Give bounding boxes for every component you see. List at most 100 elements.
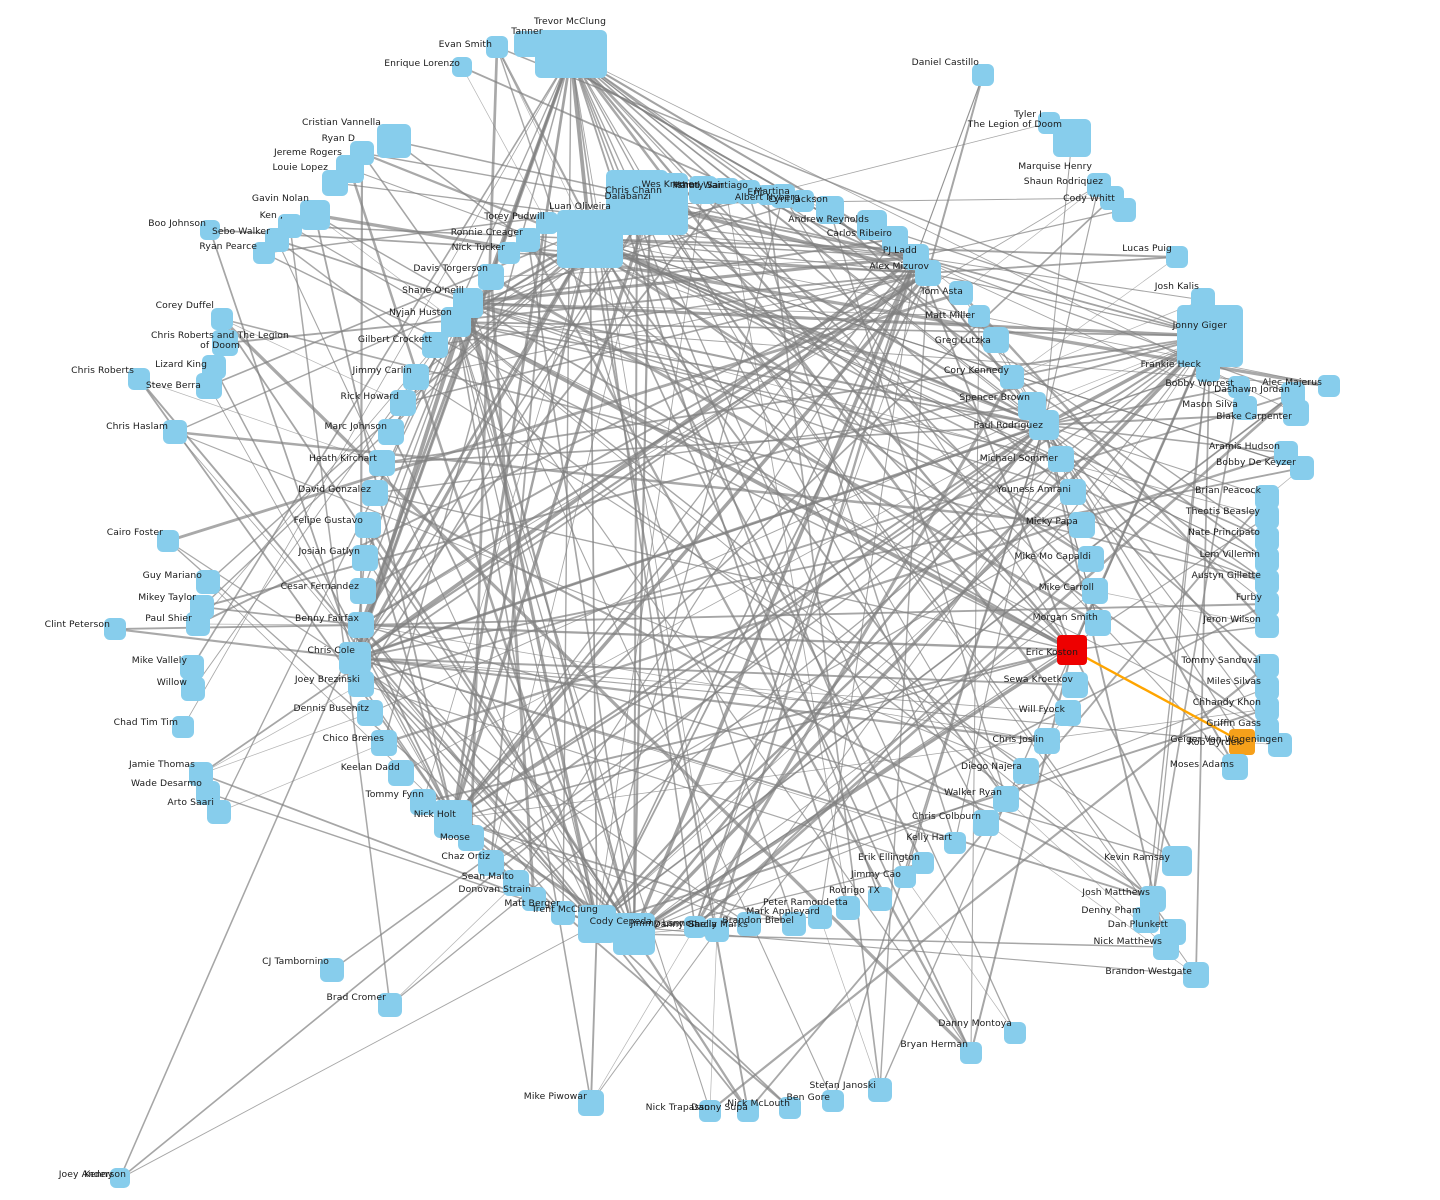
graph-node[interactable] — [1078, 546, 1104, 572]
graph-node[interactable] — [816, 196, 844, 224]
graph-node[interactable] — [253, 242, 275, 264]
graph-node[interactable] — [1255, 570, 1279, 594]
graph-node[interactable] — [613, 913, 655, 955]
graph-node[interactable] — [684, 916, 706, 938]
graph-node[interactable] — [1162, 846, 1192, 876]
graph-node[interactable] — [949, 281, 973, 305]
graph-node[interactable] — [960, 1042, 982, 1064]
graph-node[interactable] — [1255, 654, 1279, 678]
graph-node[interactable] — [1177, 305, 1243, 367]
graph-node[interactable] — [348, 671, 374, 697]
graph-node[interactable] — [522, 887, 546, 911]
graph-node[interactable] — [1228, 376, 1250, 398]
graph-node[interactable] — [1255, 676, 1279, 700]
graph-node[interactable] — [894, 866, 916, 888]
graph-node[interactable] — [339, 642, 371, 674]
graph-node[interactable] — [1060, 479, 1086, 505]
graph-node[interactable] — [112, 1169, 130, 1187]
graph-node[interactable] — [352, 545, 378, 571]
graph-node[interactable] — [377, 124, 411, 158]
graph-node[interactable] — [410, 789, 436, 815]
graph-node[interactable] — [1069, 512, 1095, 538]
graph-node[interactable] — [1055, 700, 1081, 726]
graph-node[interactable] — [1057, 635, 1087, 665]
graph-node[interactable] — [536, 212, 558, 234]
graph-node[interactable] — [516, 228, 540, 252]
graph-node[interactable] — [172, 716, 194, 738]
graph-node[interactable] — [1290, 456, 1314, 480]
graph-node[interactable] — [300, 200, 330, 230]
graph-node[interactable] — [157, 530, 179, 552]
graph-node[interactable] — [478, 264, 504, 290]
graph-node[interactable] — [1133, 907, 1159, 933]
graph-node[interactable] — [689, 176, 717, 204]
graph-node[interactable] — [104, 618, 126, 640]
graph-node[interactable] — [486, 36, 508, 58]
graph-node[interactable] — [736, 180, 760, 204]
graph-node[interactable] — [441, 307, 471, 337]
graph-node[interactable] — [737, 1100, 759, 1122]
graph-node[interactable] — [320, 958, 344, 982]
graph-node[interactable] — [1062, 672, 1088, 698]
graph-node[interactable] — [1048, 446, 1074, 472]
graph-node[interactable] — [1255, 614, 1279, 638]
graph-node[interactable] — [868, 1078, 892, 1102]
graph-node[interactable] — [1255, 592, 1279, 616]
graph-node[interactable] — [713, 178, 739, 204]
graph-node[interactable] — [972, 64, 994, 86]
graph-node[interactable] — [1034, 728, 1060, 754]
graph-node[interactable] — [983, 327, 1009, 353]
graph-node[interactable] — [348, 612, 374, 638]
graph-node[interactable] — [478, 850, 504, 876]
graph-node[interactable] — [968, 305, 990, 327]
graph-node[interactable] — [1018, 392, 1046, 420]
graph-node[interactable] — [836, 896, 860, 920]
graph-node[interactable] — [1082, 578, 1108, 604]
graph-node[interactable] — [1268, 733, 1292, 757]
graph-node[interactable] — [1004, 1022, 1026, 1044]
graph-node[interactable] — [362, 480, 388, 506]
graph-node[interactable] — [868, 887, 892, 911]
graph-node[interactable] — [1085, 610, 1111, 636]
graph-node[interactable] — [1255, 697, 1279, 721]
graph-node[interactable] — [180, 655, 204, 679]
graph-node[interactable] — [200, 220, 220, 240]
graph-node[interactable] — [355, 512, 381, 538]
graph-node[interactable] — [357, 700, 383, 726]
graph-node[interactable] — [1233, 396, 1257, 420]
graph-node[interactable] — [1255, 505, 1279, 529]
graph-node[interactable] — [782, 912, 806, 936]
graph-node[interactable] — [535, 30, 607, 78]
graph-node[interactable] — [403, 364, 429, 390]
graph-node[interactable] — [699, 1100, 721, 1122]
graph-node[interactable] — [128, 368, 150, 390]
graph-node[interactable] — [1255, 527, 1279, 551]
graph-node[interactable] — [1318, 375, 1340, 397]
graph-node[interactable] — [350, 578, 376, 604]
graph-node[interactable] — [498, 242, 520, 264]
graph-node[interactable] — [458, 825, 484, 851]
graph-node[interactable] — [578, 1090, 604, 1116]
graph-node[interactable] — [578, 905, 616, 943]
graph-node[interactable] — [1053, 119, 1091, 157]
graph-node[interactable] — [551, 901, 575, 925]
graph-node[interactable] — [322, 170, 348, 196]
graph-node[interactable] — [390, 390, 416, 416]
graph-node[interactable] — [1153, 934, 1179, 960]
graph-node[interactable] — [993, 786, 1019, 812]
graph-node[interactable] — [207, 800, 231, 824]
graph-node[interactable] — [1000, 365, 1024, 389]
graph-node[interactable] — [822, 1090, 844, 1112]
graph-node[interactable] — [1112, 198, 1136, 222]
graph-node[interactable] — [915, 260, 941, 286]
graph-node[interactable] — [1196, 358, 1220, 382]
graph-node[interactable] — [212, 330, 238, 356]
graph-node[interactable] — [1166, 246, 1188, 268]
graph-node[interactable] — [973, 810, 999, 836]
graph-node[interactable] — [557, 210, 623, 268]
graph-node[interactable] — [737, 912, 761, 936]
graph-node[interactable] — [163, 420, 187, 444]
graph-node[interactable] — [1283, 400, 1309, 426]
graph-node[interactable] — [211, 308, 233, 330]
